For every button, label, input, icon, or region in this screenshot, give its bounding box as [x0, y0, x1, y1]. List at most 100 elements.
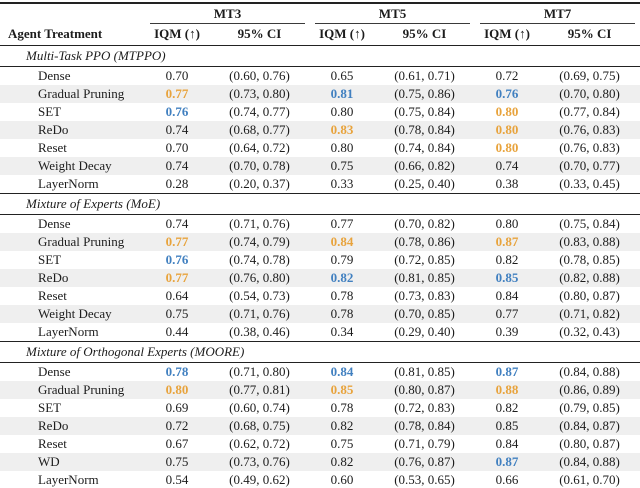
ci-value: (0.76, 0.87)	[374, 453, 476, 471]
table-row: ReDo 0.77 (0.76, 0.80) 0.82 (0.81, 0.85) 0.85…	[0, 269, 640, 287]
iqm-value: 0.78	[310, 305, 375, 323]
table-row: Gradual Pruning 0.77 (0.73, 0.80) 0.81 (0.75…	[0, 85, 640, 103]
ci-value: (0.78, 0.85)	[559, 252, 620, 267]
iqm-value: 0.76	[165, 252, 189, 267]
ci-value: (0.73, 0.83)	[394, 288, 455, 303]
ci-value: (0.78, 0.86)	[374, 233, 476, 251]
ci-value: (0.53, 0.65)	[394, 472, 455, 487]
ci-value: (0.80, 0.87)	[374, 381, 476, 399]
iqm-value: 0.74	[145, 121, 209, 139]
section-title-row: Mixture of Orthogonal Experts (MOORE)	[0, 341, 640, 363]
iqm-value: 0.74	[475, 157, 540, 175]
ci-value: (0.29, 0.40)	[394, 324, 455, 339]
iqm-value: 0.82	[310, 269, 375, 287]
iqm-value: 0.54	[165, 472, 189, 487]
ci-value: (0.74, 0.77)	[229, 104, 290, 119]
table-row: ReDo 0.72 (0.68, 0.75) 0.82 (0.78, 0.84) 0.85…	[0, 417, 640, 435]
iqm-value: 0.82	[495, 252, 519, 267]
group-label-mt3: MT3	[150, 6, 306, 24]
iqm-header-mt5: IQM (↑)	[310, 24, 375, 46]
iqm-value: 0.66	[495, 472, 519, 487]
iqm-value: 0.87	[475, 233, 540, 251]
ci-value: (0.84, 0.87)	[539, 417, 640, 435]
iqm-value: 0.44	[165, 324, 189, 339]
ci-value: (0.60, 0.74)	[229, 400, 290, 415]
iqm-value: 0.64	[165, 288, 189, 303]
ci-value: (0.80, 0.87)	[559, 436, 620, 451]
ci-value: (0.76, 0.83)	[539, 121, 640, 139]
ci-value: (0.74, 0.84)	[394, 140, 455, 155]
ci-value: (0.71, 0.82)	[539, 305, 640, 323]
ci-value: (0.77, 0.84)	[559, 104, 620, 119]
ci-value: (0.76, 0.80)	[209, 269, 311, 287]
ci-value: (0.71, 0.79)	[394, 436, 455, 451]
iqm-value: 0.75	[145, 305, 209, 323]
ci-value: (0.83, 0.88)	[539, 233, 640, 251]
ci-value: (0.84, 0.88)	[539, 453, 640, 471]
treatment-label: Gradual Pruning	[0, 381, 145, 399]
table-row: LayerNorm 0.44 (0.38, 0.46) 0.34 (0.29, 0.40…	[0, 323, 640, 342]
table-row: Dense 0.70 (0.60, 0.76) 0.65 (0.61, 0.71) 0.7…	[0, 67, 640, 86]
iqm-value: 0.81	[310, 85, 375, 103]
iqm-value: 0.80	[330, 104, 354, 119]
iqm-value: 0.83	[310, 121, 375, 139]
ci-value: (0.73, 0.76)	[209, 453, 311, 471]
iqm-value: 0.65	[330, 68, 354, 83]
table-row: Reset 0.70 (0.64, 0.72) 0.80 (0.74, 0.84) 0.8…	[0, 139, 640, 157]
ci-value: (0.49, 0.62)	[229, 472, 290, 487]
iqm-value: 0.80	[475, 121, 540, 139]
treatment-label: ReDo	[0, 417, 145, 435]
treatment-label: Reset	[38, 288, 67, 303]
iqm-value: 0.78	[330, 288, 354, 303]
ci-value: (0.80, 0.87)	[559, 288, 620, 303]
iqm-value: 0.84	[310, 233, 375, 251]
ci-value: (0.72, 0.85)	[394, 252, 455, 267]
ci-value: (0.68, 0.75)	[209, 417, 311, 435]
treatment-label: LayerNorm	[38, 176, 99, 191]
ci-value: (0.38, 0.46)	[229, 324, 290, 339]
iqm-value: 0.75	[145, 453, 209, 471]
iqm-value: 0.88	[475, 381, 540, 399]
ci-value: (0.20, 0.37)	[229, 176, 290, 191]
treatment-label: ReDo	[0, 269, 145, 287]
iqm-value: 0.84	[495, 436, 519, 451]
iqm-value: 0.77	[475, 305, 540, 323]
iqm-value: 0.38	[495, 176, 519, 191]
iqm-value: 0.82	[495, 400, 519, 415]
iqm-value: 0.79	[330, 252, 354, 267]
iqm-value: 0.87	[495, 364, 519, 379]
iqm-value: 0.78	[165, 364, 189, 379]
group-header-mt5-cell: MT5	[310, 3, 475, 24]
ci-value: (0.33, 0.45)	[559, 176, 620, 191]
ci-value: (0.61, 0.71)	[394, 68, 455, 83]
table-row: Weight Decay 0.74 (0.70, 0.78) 0.75 (0.66, 0…	[0, 157, 640, 175]
ci-value: (0.79, 0.85)	[559, 400, 620, 415]
section-title-row: Mixture of Experts (MoE)	[0, 193, 640, 215]
ci-value: (0.32, 0.43)	[559, 324, 620, 339]
iqm-value: 0.76	[475, 85, 540, 103]
ci-value: (0.71, 0.80)	[229, 364, 290, 379]
treatment-label: WD	[0, 453, 145, 471]
treatment-label: Weight Decay	[0, 157, 145, 175]
treatment-label: Gradual Pruning	[0, 85, 145, 103]
group-header-mt3-cell: MT3	[145, 3, 310, 24]
iqm-value: 0.77	[145, 85, 209, 103]
table-row: LayerNorm 0.54 (0.49, 0.62) 0.60 (0.53, 0.65…	[0, 471, 640, 488]
ci-value: (0.78, 0.84)	[374, 417, 476, 435]
ci-value: (0.86, 0.89)	[539, 381, 640, 399]
iqm-value: 0.60	[330, 472, 354, 487]
ci-header-mt5: 95% CI	[374, 24, 476, 46]
ci-value: (0.71, 0.76)	[229, 216, 290, 231]
ci-value: (0.61, 0.70)	[559, 472, 620, 487]
treatment-label: Weight Decay	[0, 305, 145, 323]
treatment-label: SET	[38, 400, 62, 415]
iqm-value: 0.72	[145, 417, 209, 435]
iqm-value: 0.69	[165, 400, 189, 415]
treatment-label: LayerNorm	[38, 472, 99, 487]
iqm-header-mt7: IQM (↑)	[475, 24, 540, 46]
iqm-value: 0.33	[330, 176, 354, 191]
iqm-value: 0.72	[495, 68, 519, 83]
treatment-label: SET	[38, 104, 62, 119]
iqm-value: 0.85	[475, 417, 540, 435]
